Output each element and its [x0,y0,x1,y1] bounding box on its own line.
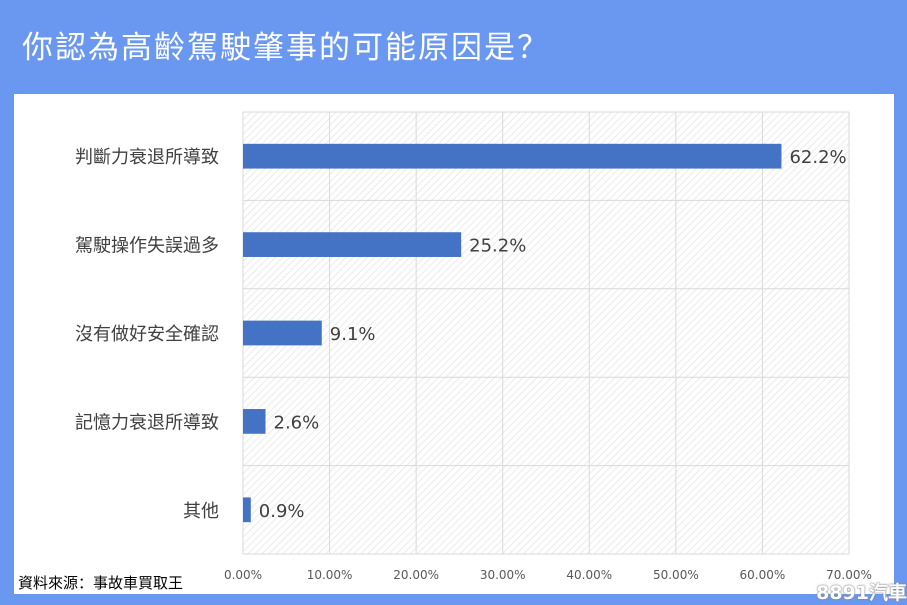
plot-area-background [243,112,849,554]
x-tick-label: 70.00% [826,568,872,582]
source-note: 資料來源：事故車買取王 [18,574,184,592]
category-label: 駕駛操作失誤過多 [75,236,219,257]
data-label: 0.9% [259,501,305,522]
watermark-logo: 8891汽車 [816,582,907,604]
data-label: 62.2% [789,147,846,168]
x-tick-label: 10.00% [307,568,353,582]
bar [243,143,782,169]
x-tick-label: 20.00% [393,568,439,582]
chart-panel: 0.00% 10.00% 20.00% 30.00% 40.00% 50.00% 60.00… [14,94,894,594]
x-tick-label: 40.00% [566,568,612,582]
category-label: 其他 [183,501,219,522]
category-label: 記憶力衰退所導致 [75,412,219,433]
x-tick-label: 0.00% [224,568,262,582]
x-tick-label: 50.00% [653,568,699,582]
chart-title: 你認為高齡駕駛肇事的可能原因是？ [22,30,550,66]
bar-chart: 0.00% 10.00% 20.00% 30.00% 40.00% 50.00% 60.00… [75,111,872,582]
data-label: 2.6% [274,412,320,433]
category-label: 判斷力衰退所導致 [75,147,219,168]
data-label: 9.1% [330,324,376,345]
bar [243,232,462,257]
x-tick-label: 60.00% [740,568,786,582]
bar [243,497,251,523]
x-tick-label: 30.00% [480,568,526,582]
data-label: 25.2% [469,236,526,257]
category-label: 沒有做好安全確認 [75,324,219,345]
bar [243,409,266,434]
bar [243,320,322,346]
